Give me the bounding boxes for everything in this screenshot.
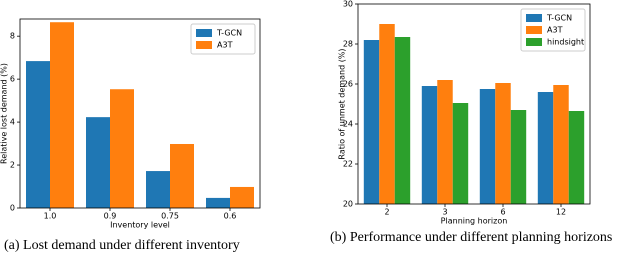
bar <box>230 186 254 208</box>
legend-label: A3T <box>217 41 233 50</box>
bar <box>510 110 527 204</box>
bar <box>379 24 395 204</box>
bar <box>553 85 569 204</box>
y-tick-label: 20 <box>343 200 353 209</box>
legend-label: hindsight <box>547 38 584 47</box>
bar <box>110 89 134 208</box>
y-tick-label: 8 <box>10 32 15 41</box>
bar <box>437 80 453 204</box>
bar <box>421 86 438 204</box>
y-tick-label: 22 <box>343 160 353 169</box>
x-tick-label: 1.0 <box>44 212 57 221</box>
bar <box>50 22 74 209</box>
bar <box>206 197 230 208</box>
bar <box>537 92 554 204</box>
legend-label: T-GCN <box>216 29 242 38</box>
bar <box>26 61 50 208</box>
bar <box>394 37 411 204</box>
y-tick-label: 30 <box>343 0 353 9</box>
caption: (b) Performance under different planning… <box>330 230 613 245</box>
legend-swatch <box>526 14 542 22</box>
legend-swatch <box>526 26 542 34</box>
y-tick-label: 6 <box>10 75 15 84</box>
x-axis-label: Inventory level <box>110 221 170 230</box>
legend-label: T-GCN <box>546 14 572 23</box>
y-tick-label: 2 <box>10 161 15 170</box>
legend-swatch <box>526 38 542 46</box>
y-axis-label: Relative lost demand (%) <box>0 63 9 164</box>
y-tick-label: 28 <box>343 40 353 49</box>
y-tick-label: 24 <box>343 120 353 129</box>
bar <box>146 171 170 208</box>
bar <box>170 143 194 208</box>
axes-frame <box>19 18 261 209</box>
legend-swatch <box>196 29 212 37</box>
axes-frame <box>357 3 591 205</box>
bar <box>86 117 110 208</box>
y-axis-label: Ratio of unmet demand (%) <box>338 48 347 159</box>
x-tick-label: 0.9 <box>104 212 117 221</box>
x-tick-label: 3 <box>442 208 447 217</box>
y-tick-label: 0 <box>10 204 15 213</box>
bar <box>495 83 511 204</box>
y-tick-label: 4 <box>10 118 15 127</box>
x-axis-label: Planning horizon <box>441 217 508 226</box>
x-tick-label: 0.75 <box>161 212 179 221</box>
legend-label: A3T <box>547 26 563 35</box>
bar <box>568 111 585 204</box>
x-tick-label: 12 <box>556 208 566 217</box>
bar <box>452 103 469 204</box>
legend-swatch <box>196 41 212 49</box>
x-tick-label: 0.6 <box>224 212 237 221</box>
x-tick-label: 6 <box>500 208 505 217</box>
bar <box>479 89 496 204</box>
caption: (a) Lost demand under different inventor… <box>4 238 240 253</box>
x-tick-label: 2 <box>384 208 389 217</box>
y-tick-label: 26 <box>343 80 353 89</box>
bar <box>363 40 380 204</box>
